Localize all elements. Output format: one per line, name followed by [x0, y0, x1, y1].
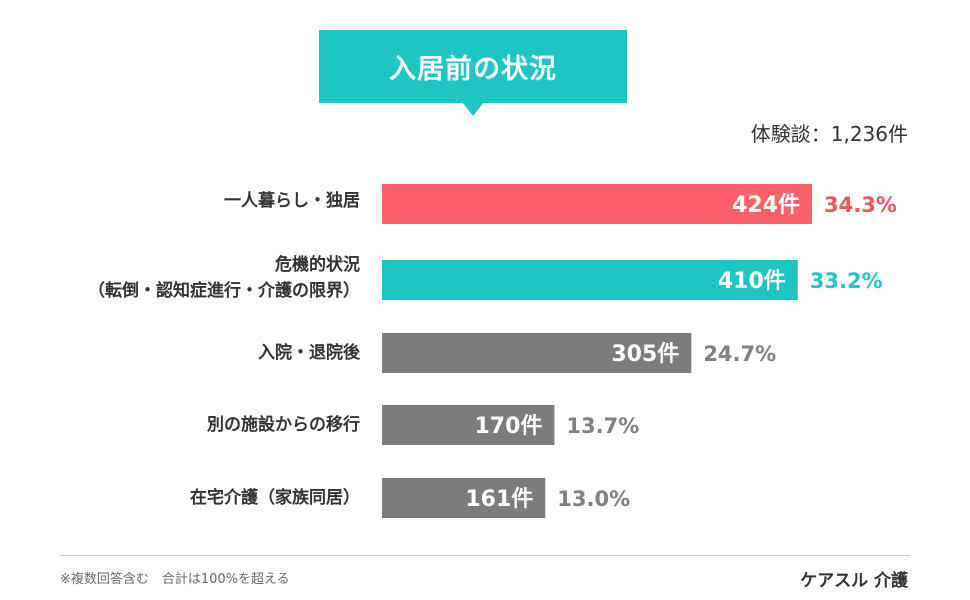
bar-value-label-4: 161件	[465, 487, 533, 512]
bar-value-label-1: 410件	[718, 269, 786, 294]
percent-label-0: 34.3%	[824, 193, 897, 217]
category-label-3: 別の施設からの移行	[0, 412, 360, 438]
category-label-3-line-0: 別の施設からの移行	[207, 415, 360, 435]
bar-0	[382, 184, 812, 224]
percent-label-1: 33.2%	[810, 269, 883, 293]
bar-2	[382, 333, 692, 373]
category-label-0: 一人暮らし・独居	[0, 188, 360, 214]
footer-divider	[60, 555, 910, 556]
category-label-2-line-0: 入院・退院後	[258, 343, 360, 363]
percent-label-2: 24.7%	[703, 342, 776, 366]
category-label-1-line-0: 危機的状況	[275, 255, 360, 275]
bar-value-label-0: 424件	[732, 193, 800, 218]
chart-title: 入居前の状況	[389, 54, 557, 85]
brand-label: ケアスル 介護	[800, 571, 908, 591]
bar-3	[382, 405, 555, 445]
category-label-0-line-0: 一人暮らし・独居	[224, 191, 360, 211]
category-label-4-line-0: 在宅介護（家族同居）	[190, 488, 360, 508]
bar-value-label-2: 305件	[611, 342, 679, 367]
bar-4	[382, 478, 546, 518]
bar-value-label-3: 170件	[474, 414, 542, 439]
bar-1	[382, 260, 798, 300]
percent-label-4: 13.0%	[557, 487, 630, 511]
title-banner: 入居前の状況	[319, 30, 627, 103]
category-label-2: 入院・退院後	[0, 340, 360, 366]
category-label-1: 危機的状況 （転倒・認知症進行・介護の限界）	[0, 252, 360, 304]
total-count-label: 体験談：1,236件	[750, 122, 908, 146]
title-pointer	[462, 102, 484, 116]
footnote: ※複数回答含む 合計は100%を超える	[60, 572, 290, 587]
category-label-1-line-1: （転倒・認知症進行・介護の限界）	[88, 281, 360, 301]
category-label-4: 在宅介護（家族同居）	[0, 485, 360, 511]
percent-label-3: 13.7%	[566, 414, 639, 438]
